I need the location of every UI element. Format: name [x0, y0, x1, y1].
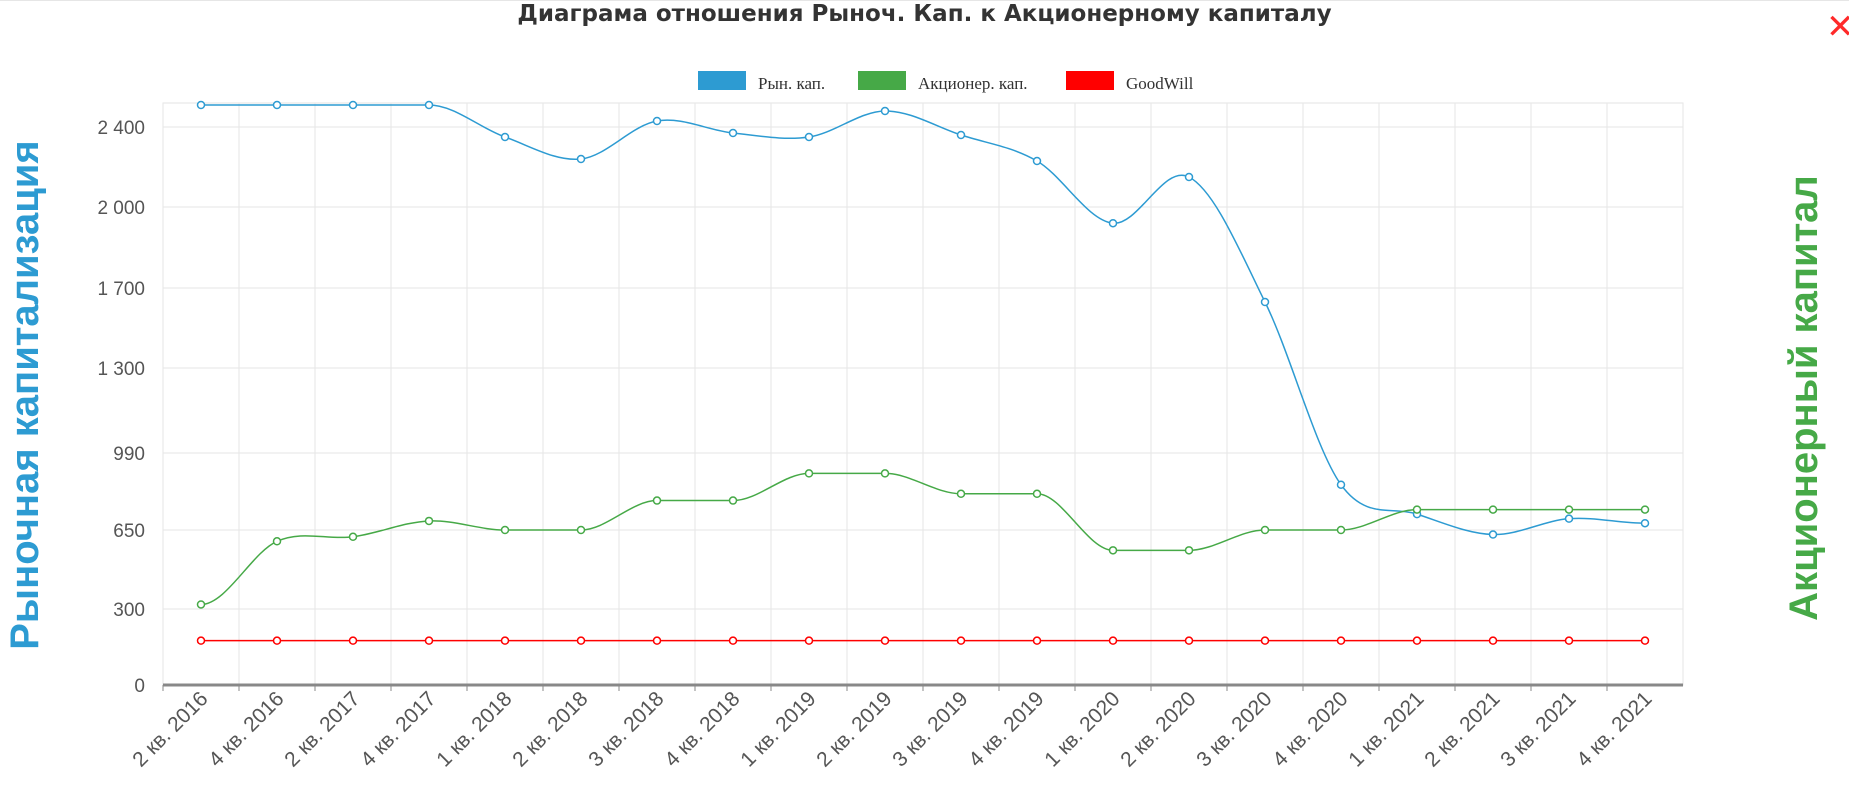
chart-title: Диаграма отношения Рыноч. Кап. к Акционе…	[517, 1, 1332, 27]
legend-label: Рын. кап.	[758, 74, 825, 93]
data-point	[500, 636, 510, 645]
data-point	[1032, 156, 1042, 166]
data-point	[1488, 505, 1498, 514]
data-point	[1184, 636, 1194, 645]
x-tick-label: 1 кв. 2018	[432, 687, 516, 771]
data-point	[500, 132, 510, 142]
data-point	[500, 525, 510, 535]
x-tick-label: 4 кв. 2020	[1268, 687, 1352, 771]
data-point	[196, 100, 206, 110]
x-tick-label: 2 кв. 2020	[1116, 687, 1200, 771]
y-tick-label: 1 700	[97, 279, 145, 300]
x-tick-label: 4 кв. 2016	[204, 687, 288, 771]
data-point	[1640, 636, 1650, 645]
legend-swatch	[858, 71, 906, 90]
data-point	[1564, 636, 1574, 645]
y-tick-label: 2 000	[97, 198, 145, 219]
data-point	[956, 636, 966, 645]
data-point	[1640, 518, 1650, 528]
data-point	[652, 496, 662, 505]
data-point	[1488, 636, 1498, 645]
close-icon[interactable]: ✕	[1826, 7, 1849, 47]
data-point	[1260, 636, 1270, 645]
x-tick-label: 2 кв. 2017	[280, 687, 364, 771]
data-point	[880, 106, 890, 116]
data-point	[652, 116, 662, 126]
data-point	[956, 130, 966, 140]
y-tick-label: 300	[113, 600, 145, 621]
data-point	[804, 636, 814, 645]
data-point	[1640, 505, 1650, 514]
x-tick-label: 4 кв. 2017	[356, 687, 440, 771]
legend-label: GoodWill	[1126, 74, 1194, 93]
x-tick-label: 3 кв. 2018	[584, 687, 668, 771]
data-point	[1108, 546, 1118, 555]
data-point	[196, 636, 206, 645]
legend-label: Акционер. кап.	[918, 74, 1028, 93]
data-point	[1108, 636, 1118, 645]
data-point	[880, 469, 890, 478]
legend-swatch	[698, 71, 746, 90]
y-tick-label: 0	[134, 676, 145, 697]
x-tick-label: 4 кв. 2018	[660, 687, 744, 771]
data-point	[348, 636, 358, 645]
data-point	[1336, 480, 1346, 489]
y-tick-label: 2 400	[97, 118, 145, 139]
data-point	[1260, 297, 1270, 307]
x-tick-label: 4 кв. 2019	[964, 687, 1048, 771]
x-tick-label: 4 кв. 2021	[1572, 687, 1656, 771]
x-tick-label: 3 кв. 2020	[1192, 687, 1276, 771]
y-axis-title-left: Рыночная капитализация	[3, 140, 47, 650]
data-point	[956, 489, 966, 499]
x-tick-label: 2 кв. 2019	[812, 687, 896, 771]
x-tick-label: 1 кв. 2019	[736, 687, 820, 771]
data-point	[1564, 514, 1574, 523]
y-axis-title-right: Акционерный капитал	[1782, 175, 1826, 621]
data-point	[728, 636, 738, 645]
data-point	[576, 525, 586, 535]
data-point	[1336, 525, 1346, 535]
data-point	[804, 469, 814, 478]
data-point	[880, 636, 890, 645]
data-point	[1184, 172, 1194, 182]
data-point	[1336, 636, 1346, 645]
x-tick-label: 1 кв. 2020	[1040, 687, 1124, 771]
y-tick-label: 990	[113, 444, 145, 465]
data-point	[424, 636, 434, 645]
data-point	[1260, 525, 1270, 535]
data-point	[1488, 530, 1498, 539]
y-tick-label: 650	[113, 521, 145, 542]
y-tick-label: 1 300	[97, 359, 145, 380]
data-point	[348, 100, 358, 110]
data-point	[576, 154, 586, 164]
x-tick-label: 2 кв. 2016	[128, 687, 212, 771]
data-point	[1184, 546, 1194, 555]
data-point	[652, 636, 662, 645]
data-point	[272, 100, 282, 110]
data-point	[1564, 505, 1574, 514]
data-point	[804, 132, 814, 142]
x-tick-label: 1 кв. 2021	[1344, 687, 1428, 771]
x-tick-label: 3 кв. 2021	[1496, 687, 1580, 771]
data-point	[1032, 489, 1042, 499]
data-point	[728, 496, 738, 505]
data-point	[348, 532, 358, 542]
x-tick-label: 3 кв. 2019	[888, 687, 972, 771]
data-point	[424, 100, 434, 110]
data-point	[1032, 636, 1042, 645]
data-point	[272, 537, 282, 546]
data-point	[576, 636, 586, 645]
data-point	[196, 600, 206, 609]
data-point	[728, 128, 738, 138]
top-divider	[0, 0, 1849, 1]
data-point	[272, 636, 282, 645]
data-point	[424, 516, 434, 526]
data-point	[1412, 636, 1422, 645]
x-tick-label: 2 кв. 2021	[1420, 687, 1504, 771]
data-point	[1108, 218, 1118, 228]
data-point	[1412, 505, 1422, 514]
legend-swatch	[1066, 71, 1114, 90]
x-tick-label: 2 кв. 2018	[508, 687, 592, 771]
